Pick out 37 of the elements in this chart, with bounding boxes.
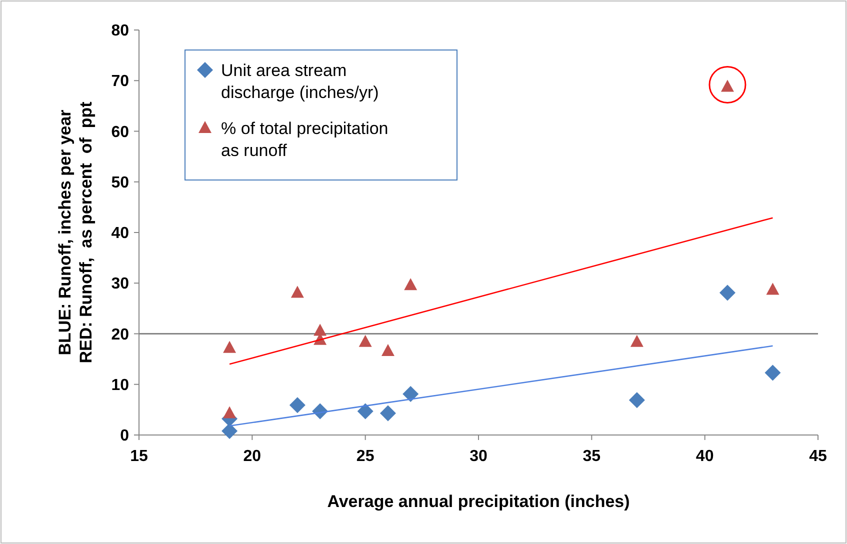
x-tick-label: 30	[470, 448, 488, 465]
y-axis-title: BLUE: Runoff, inches per year RED: Runoff, as percent of ppt	[56, 101, 96, 364]
point	[766, 282, 780, 295]
legend-label: Unit area stream discharge (inches/yr)	[221, 60, 379, 102]
point	[402, 386, 419, 402]
x-tick-label: 45	[809, 448, 827, 465]
point	[222, 422, 238, 439]
x-axis-title: Average annual precipitation (inches)	[327, 492, 630, 511]
y-tick-label: 0	[120, 428, 130, 445]
point	[628, 392, 645, 408]
x-tick-label: 40	[696, 448, 714, 465]
point	[357, 403, 374, 420]
y-tick-label: 60	[111, 124, 130, 141]
y-tick-label: 50	[111, 174, 130, 192]
point	[314, 324, 327, 336]
y-tick-label: 20	[111, 326, 130, 344]
point	[764, 364, 781, 381]
y-tick-label: 80	[111, 22, 130, 40]
point	[380, 405, 396, 422]
point	[630, 334, 644, 347]
x-tick-label: 15	[130, 448, 148, 465]
point	[223, 406, 236, 418]
y-tick-label: 30	[111, 276, 130, 293]
point	[289, 397, 306, 414]
x-tick-label: 35	[582, 448, 601, 465]
y-tick-label: 40	[111, 225, 130, 242]
y-tick-label: 10	[111, 376, 130, 394]
x-tick-label: 25	[356, 448, 374, 465]
point	[404, 278, 418, 290]
y-tick-label: 70	[111, 73, 130, 90]
point	[358, 334, 372, 347]
x-tick-label: 20	[243, 448, 262, 465]
point	[719, 284, 736, 301]
legend-label: % of total precipitation as runoff	[221, 118, 388, 160]
point	[290, 286, 304, 298]
point	[381, 344, 394, 356]
point	[223, 340, 236, 353]
